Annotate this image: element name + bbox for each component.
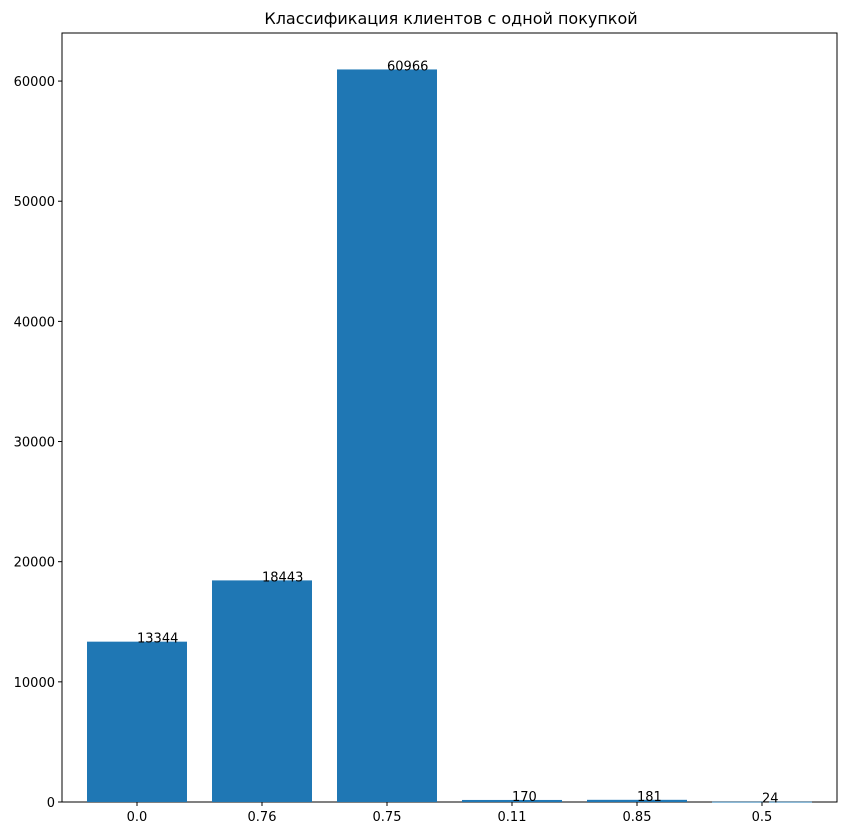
chart-title: Классификация клиентов с одной покупкой [264,9,637,28]
y-tick-label-6: 60000 [14,75,55,90]
x-tick-label-2: 0.75 [373,810,402,825]
data-label-4: 181 [637,790,662,805]
bar-0 [87,641,187,802]
data-labels-group: 13344 18443 60966 170 181 24 [137,59,779,806]
data-label-3: 170 [512,790,537,805]
y-tick-label-3: 30000 [14,436,55,451]
x-tick-label-5: 0.5 [752,810,773,825]
y-tick-label-5: 50000 [14,195,55,210]
y-tick-label-1: 10000 [14,676,55,691]
data-label-0: 13344 [137,632,178,647]
x-tick-label-1: 0.76 [248,810,277,825]
y-tick-label-2: 20000 [14,556,55,571]
bars-group [87,69,812,803]
x-tick-label-3: 0.11 [498,810,527,825]
bar-1 [212,580,312,802]
bar-4 [587,799,687,802]
x-axis: 0.0 0.76 0.75 0.11 0.85 0.5 [127,802,773,825]
data-label-1: 18443 [262,570,303,585]
bar-2 [337,69,437,803]
data-label-2: 60966 [387,59,428,74]
x-tick-label-0: 0.0 [127,810,148,825]
data-label-5: 24 [762,792,779,807]
y-tick-label-0: 0 [47,796,55,811]
y-axis: 0 10000 20000 30000 40000 50000 60000 [14,75,62,811]
x-tick-label-4: 0.85 [623,810,652,825]
plot-area [61,32,838,803]
bar-3 [462,799,562,802]
y-tick-label-4: 40000 [14,315,55,330]
